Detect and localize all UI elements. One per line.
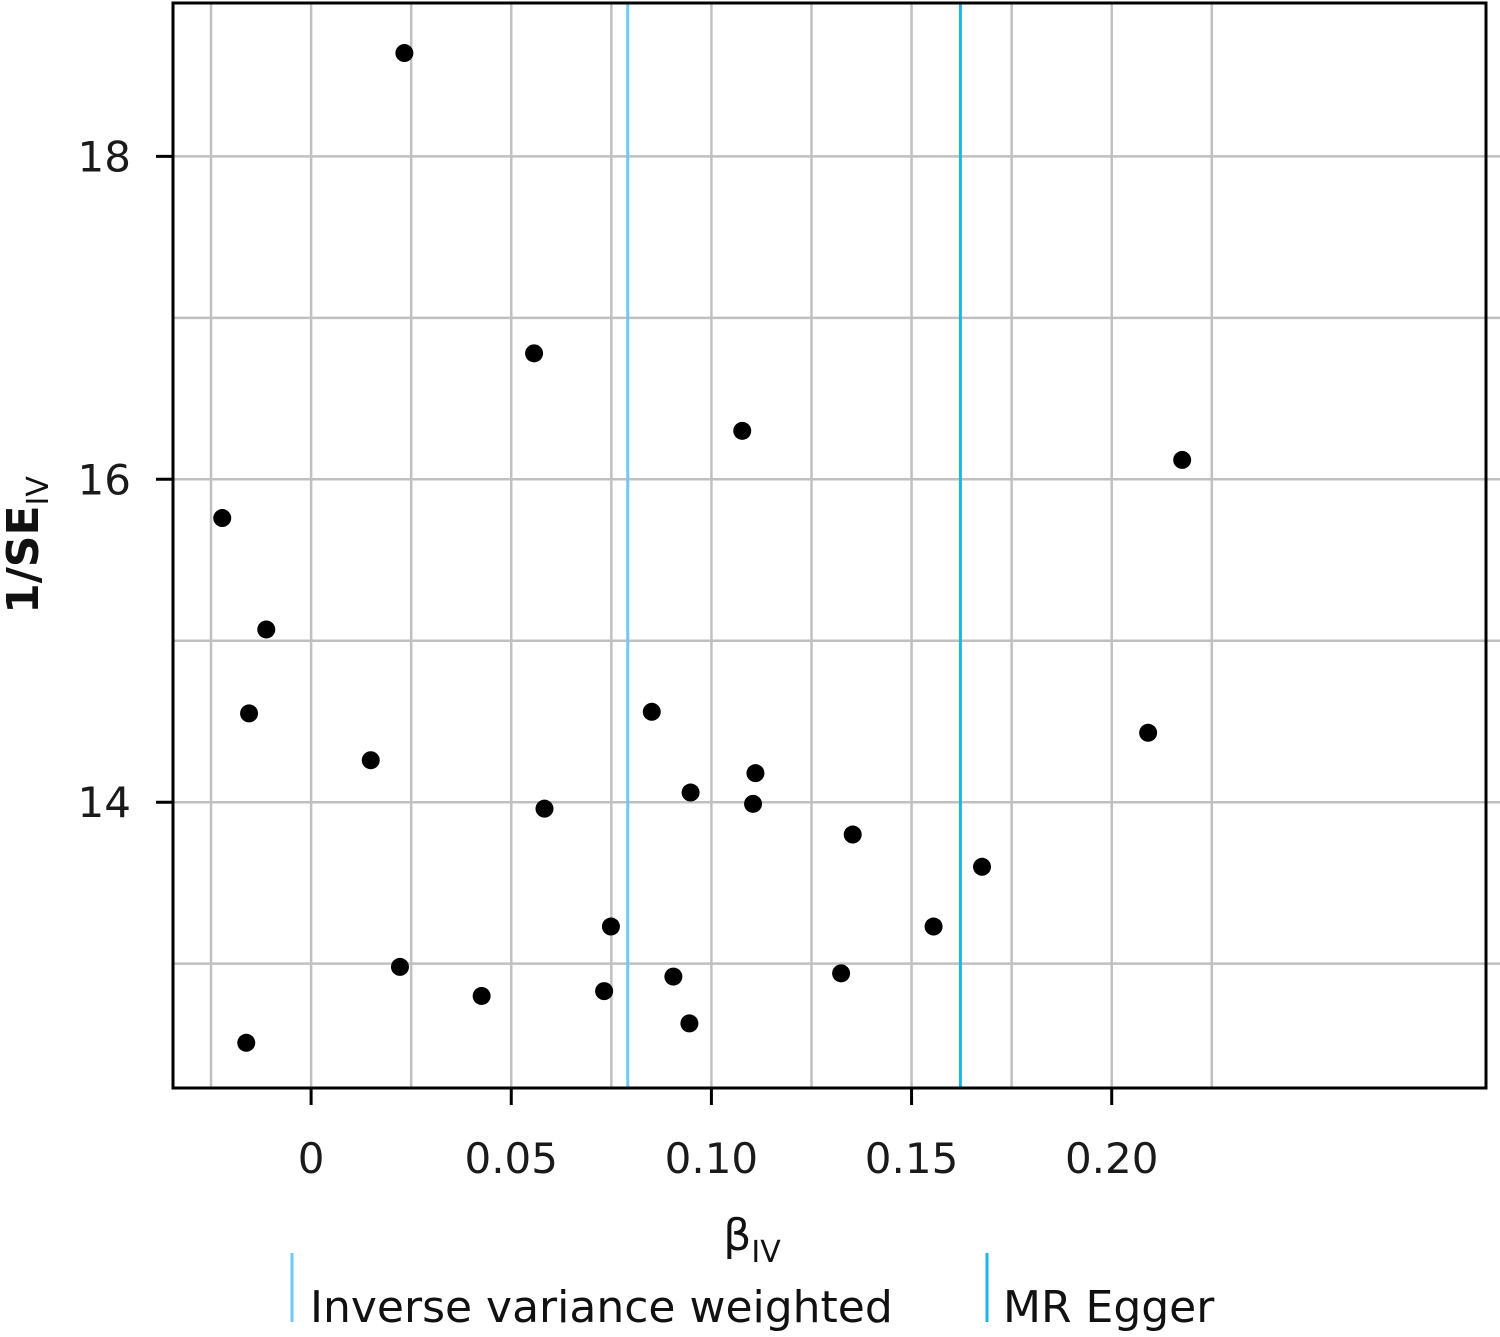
scatter-point xyxy=(681,783,700,802)
scatter-point xyxy=(472,986,491,1005)
scatter-point xyxy=(213,509,232,528)
scatter-point xyxy=(973,857,992,876)
x-tick-label: 0.05 xyxy=(464,1134,558,1183)
x-axis-title-main: β xyxy=(723,1210,751,1261)
y-axis-title-main: 1/SE xyxy=(0,505,49,613)
scatter-point xyxy=(395,44,414,63)
plot-frame xyxy=(171,1,1488,1090)
y-axis-title-subscript: IV xyxy=(21,476,56,506)
scatter-point xyxy=(680,1014,699,1033)
legend-label-ivw: Inverse variance weighted xyxy=(310,1282,893,1333)
scatter-point xyxy=(744,794,763,813)
scatter-point xyxy=(924,917,943,936)
data-points xyxy=(213,44,1192,1052)
scatter-point xyxy=(595,982,614,1001)
scatter-point xyxy=(237,1033,256,1052)
x-tick-label: 0.20 xyxy=(1065,1134,1159,1183)
scatter-point xyxy=(1173,450,1192,469)
scatter-point xyxy=(361,751,380,770)
axis-ticks: 0 0.05 0.10 0.15 0.20 14 16 18 xyxy=(78,132,1159,1183)
scatter-point xyxy=(535,799,554,818)
x-axis-title: βIV xyxy=(723,1210,781,1270)
x-tick-label: 0 xyxy=(298,1134,325,1183)
x-axis-title-subscript: IV xyxy=(751,1235,781,1270)
x-tick-label: 0.15 xyxy=(865,1134,959,1183)
scatter-point xyxy=(525,344,544,363)
scatter-point xyxy=(601,917,620,936)
reference-lines xyxy=(626,3,962,1088)
scatter-point xyxy=(746,764,765,783)
scatter-point xyxy=(843,825,862,844)
y-tick-label: 16 xyxy=(78,455,131,504)
scatter-point xyxy=(257,620,276,639)
scatter-point xyxy=(642,702,661,721)
scatter-point xyxy=(733,421,752,440)
scatter-point xyxy=(1139,723,1158,742)
y-axis-title: 1/SEIV xyxy=(0,476,56,614)
scatter-point xyxy=(240,704,259,723)
y-tick-label: 18 xyxy=(78,132,131,181)
scatter-point xyxy=(832,964,851,983)
y-tick-label: 14 xyxy=(78,778,131,827)
grid xyxy=(173,3,1500,1088)
legend-label-mr-egger: MR Egger xyxy=(1003,1282,1215,1333)
scatter-point xyxy=(664,967,683,986)
x-tick-label: 0.10 xyxy=(665,1134,759,1183)
scatter-point xyxy=(390,957,409,976)
legend: Inverse variance weighted MR Egger xyxy=(290,1253,1215,1333)
